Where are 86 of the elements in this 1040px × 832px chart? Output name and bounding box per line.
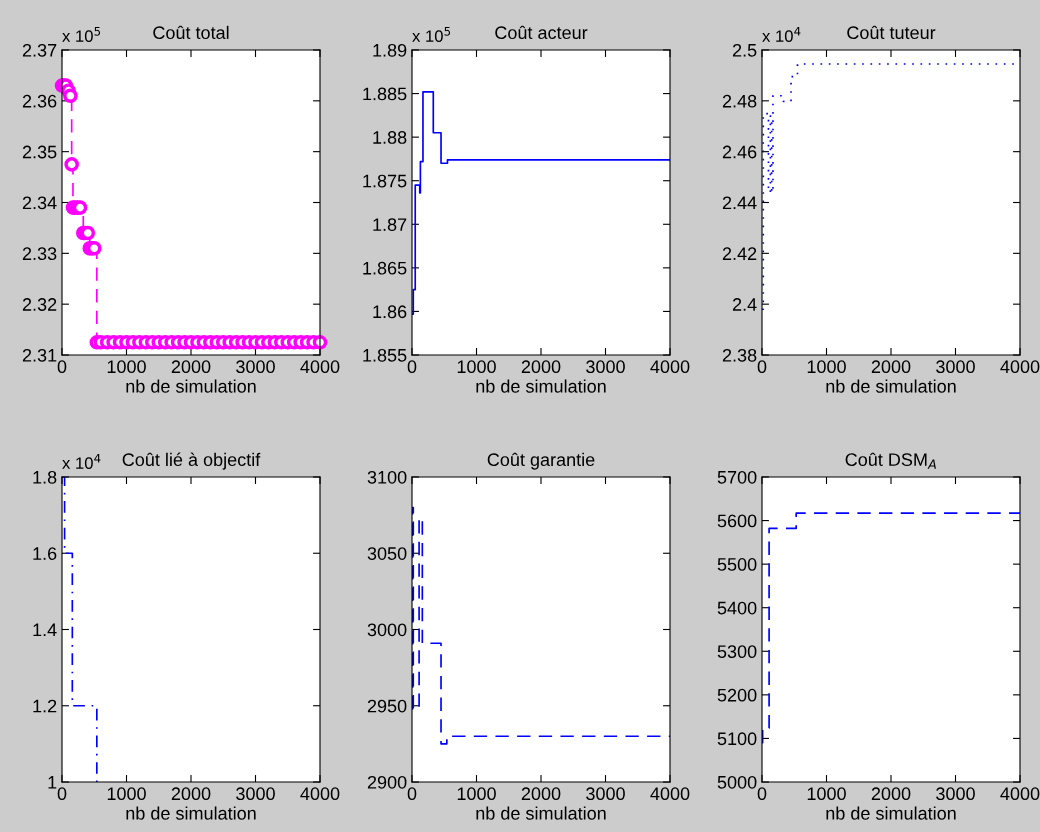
y-tick-label: 2.48 xyxy=(722,94,757,108)
y-tick-label: 5100 xyxy=(717,732,757,746)
x-tick-label: 0 xyxy=(407,360,417,374)
x-axis-title: nb de simulation xyxy=(826,806,956,820)
y-tick-label: 1.865 xyxy=(363,261,407,275)
x-tick-label: 4000 xyxy=(1000,360,1040,374)
y-tick-label: 3000 xyxy=(367,623,407,637)
x-tick-label: 0 xyxy=(57,787,67,801)
y-tick-label: 1.885 xyxy=(363,87,407,101)
chart-title: Coût total xyxy=(153,25,229,40)
y-tick-label: 2.35 xyxy=(22,145,57,159)
x-tick-label: 2000 xyxy=(521,360,561,374)
y-tick-label: 1.89 xyxy=(373,43,407,57)
chart-title: Coût acteur xyxy=(495,25,588,40)
y-tick-label: 2.34 xyxy=(22,196,57,210)
chart-title: Coût garantie xyxy=(487,452,595,470)
y-tick-label: 2.5 xyxy=(732,43,757,57)
x-tick-label: 3000 xyxy=(586,787,625,801)
chart-title: Coût tuteur xyxy=(847,25,936,40)
x-axis-title: nb de simulation xyxy=(826,379,956,393)
y-tick-label: 2900 xyxy=(367,775,407,789)
x-axis-title: nb de simulation xyxy=(126,379,256,393)
y-tick-label: 1 xyxy=(48,776,57,789)
x-tick-label: 1000 xyxy=(107,787,146,801)
y-tick-label: 1.87 xyxy=(373,218,407,232)
y-tick-label: 5700 xyxy=(717,470,757,484)
y-tick-label: 5200 xyxy=(717,688,757,702)
y-tick-label: 3050 xyxy=(367,547,407,560)
x-tick-label: 1000 xyxy=(457,787,496,801)
x-tick-label: 4000 xyxy=(300,360,340,374)
text: x 10$^{4}$ xyxy=(762,26,801,43)
x-tick-label: 2000 xyxy=(521,787,561,801)
y-tick-label: 5400 xyxy=(717,601,757,615)
y-tick-label: 2.38 xyxy=(722,348,757,362)
chart-title: Coût DSM$_{A}$ xyxy=(845,452,936,469)
x-tick-label: 4000 xyxy=(650,787,690,801)
x-tick-label: 3000 xyxy=(236,360,275,374)
y-tick-label: 2.46 xyxy=(722,145,757,159)
y-tick-label: 3100 xyxy=(367,470,407,484)
x-tick-label: 2000 xyxy=(171,787,211,801)
x-tick-label: 2000 xyxy=(871,360,911,374)
y-tick-label: 5000 xyxy=(717,775,757,789)
text: x 10$^{5}$ xyxy=(412,26,451,43)
x-tick-label: 1000 xyxy=(107,360,146,374)
y-tick-label: 1.88 xyxy=(373,131,407,144)
x-tick-label: 3000 xyxy=(586,360,625,374)
y-tick-label: 2.44 xyxy=(722,196,757,210)
y-tick-label: 1.875 xyxy=(363,174,407,188)
y-tick-label: 1.2 xyxy=(33,699,57,713)
y-tick-label: 2.33 xyxy=(22,247,57,261)
x-tick-label: 3000 xyxy=(236,787,275,801)
chart-title: Coût lié à objectif xyxy=(122,452,261,470)
y-tick-label: 5600 xyxy=(717,514,757,528)
x-tick-label: 4000 xyxy=(650,360,690,374)
y-tick-label: 5500 xyxy=(717,558,757,571)
y-tick-label: 1.6 xyxy=(33,547,57,560)
x-tick-label: 1000 xyxy=(807,360,846,374)
y-tick-label: 5300 xyxy=(717,645,757,659)
y-tick-label: 2.31 xyxy=(22,348,57,362)
x-tick-label: 0 xyxy=(757,360,767,374)
y-tick-label: 1.86 xyxy=(373,305,407,319)
text: x 10$^{4}$ xyxy=(62,453,101,470)
x-tick-label: 3000 xyxy=(936,360,975,374)
y-tick-label: 2.42 xyxy=(722,247,757,260)
y-tick-label: 1.4 xyxy=(33,623,57,637)
x-tick-label: 2000 xyxy=(171,360,211,374)
x-axis-title: nb de simulation xyxy=(476,379,606,393)
x-tick-label: 0 xyxy=(757,787,767,801)
x-tick-label: 4000 xyxy=(300,787,340,801)
x-tick-label: 1000 xyxy=(807,787,846,801)
y-tick-label: 2.37 xyxy=(22,43,57,57)
x-tick-label: 4000 xyxy=(1000,787,1040,801)
y-tick-label: 2.4 xyxy=(732,298,757,311)
y-tick-label: 2950 xyxy=(367,699,407,713)
y-tick-label: 2.36 xyxy=(22,94,57,108)
x-axis-title: nb de simulation xyxy=(126,806,256,820)
y-tick-label: 1.855 xyxy=(363,348,407,362)
text: x 10$^{5}$ xyxy=(62,26,101,43)
x-tick-label: 1000 xyxy=(457,360,496,374)
x-tick-label: 2000 xyxy=(871,787,911,801)
y-tick-label: 1.8 xyxy=(33,470,57,484)
y-tick-label: 2.32 xyxy=(22,298,57,311)
x-tick-label: 0 xyxy=(57,360,67,374)
x-axis-title: nb de simulation xyxy=(476,806,606,820)
x-tick-label: 0 xyxy=(407,787,417,801)
x-tick-label: 3000 xyxy=(936,787,975,801)
